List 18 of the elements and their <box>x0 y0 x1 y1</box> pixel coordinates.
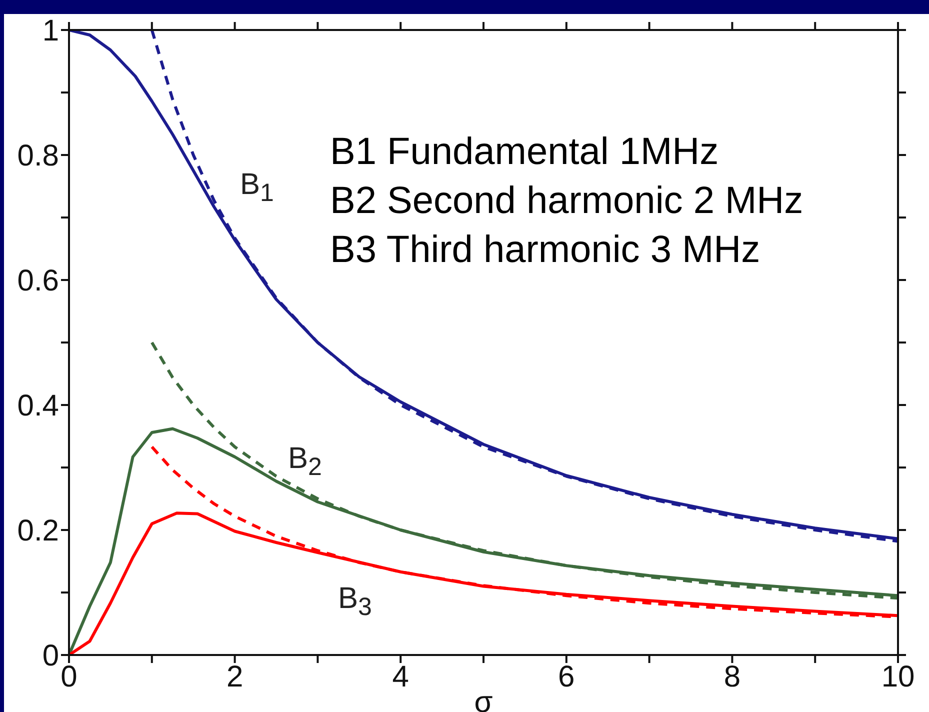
y-tick-label: 0.8 <box>17 140 59 173</box>
x-tick-label: 10 <box>881 660 915 694</box>
annotation: B$_{2}$ <box>288 442 322 483</box>
y-tick-label: 1 <box>42 14 59 48</box>
annotation: B$_{1}$ <box>240 168 274 209</box>
y-tick-label: 0 <box>42 640 59 673</box>
x-tick-label: 2 <box>226 660 244 694</box>
annotation: B1 Fundamental 1MHz <box>330 130 720 175</box>
x-tick-label: 4 <box>392 660 409 694</box>
x-axis-title: σ <box>474 686 494 712</box>
annotation: B3 Third harmonic 3 MHz <box>330 228 762 273</box>
y-tick-label: 0.6 <box>17 264 59 298</box>
x-tick-label: 8 <box>724 660 741 694</box>
y-tick-label: 0.2 <box>17 514 59 548</box>
annotation: B$_{3}$ <box>338 582 372 623</box>
y-tick-label: 0.4 <box>17 390 59 423</box>
x-tick-label: 6 <box>558 660 575 694</box>
annotation: B2 Second harmonic 2 MHz <box>330 179 804 224</box>
